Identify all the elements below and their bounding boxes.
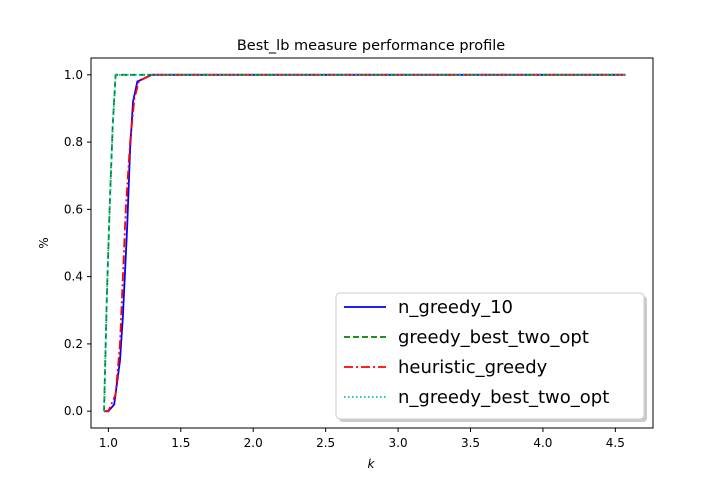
x-tick-label: 3.5: [461, 436, 480, 450]
chart-title: Best_lb measure performance profile: [237, 38, 505, 54]
x-tick-label: 2.5: [316, 436, 335, 450]
legend-label: greedy_best_two_opt: [398, 327, 589, 348]
series-line-2: [104, 73, 626, 413]
legend: n_greedy_10 greedy_best_two_opt heuristic_…: [335, 292, 647, 422]
y-tick-label: 1.0: [64, 68, 83, 82]
x-axis-label: k: [368, 457, 376, 471]
x-tick-label: 3.0: [389, 436, 408, 450]
series-layer: [103, 73, 626, 413]
legend-label: heuristic_greedy: [398, 357, 548, 378]
y-tick-label: 0.4: [64, 270, 83, 284]
legend-label: n_greedy_10: [398, 297, 513, 318]
y-axis-label: %: [37, 237, 51, 248]
y-tick-label: 0.2: [64, 337, 83, 351]
x-axis-ticks: 1.0 1.5 2.0 2.5 3.0 3.5 4.0 4.5: [99, 428, 625, 450]
x-tick-label: 4.5: [606, 436, 625, 450]
x-tick-label: 4.0: [533, 436, 552, 450]
axes-frame: [90, 57, 654, 429]
y-tick-label: 0.6: [64, 202, 83, 216]
legend-box: [335, 292, 645, 420]
y-tick-label: 0.8: [64, 135, 83, 149]
series-line-1: [103, 73, 626, 412]
x-tick-label: 1.5: [171, 436, 190, 450]
legend-label: n_greedy_best_two_opt: [398, 387, 609, 408]
y-tick-label: 0.0: [64, 404, 83, 418]
x-tick-label: 2.0: [244, 436, 263, 450]
y-axis-ticks: 0.0 0.2 0.4 0.6 0.8 1.0: [64, 68, 91, 418]
x-tick-label: 1.0: [99, 436, 118, 450]
